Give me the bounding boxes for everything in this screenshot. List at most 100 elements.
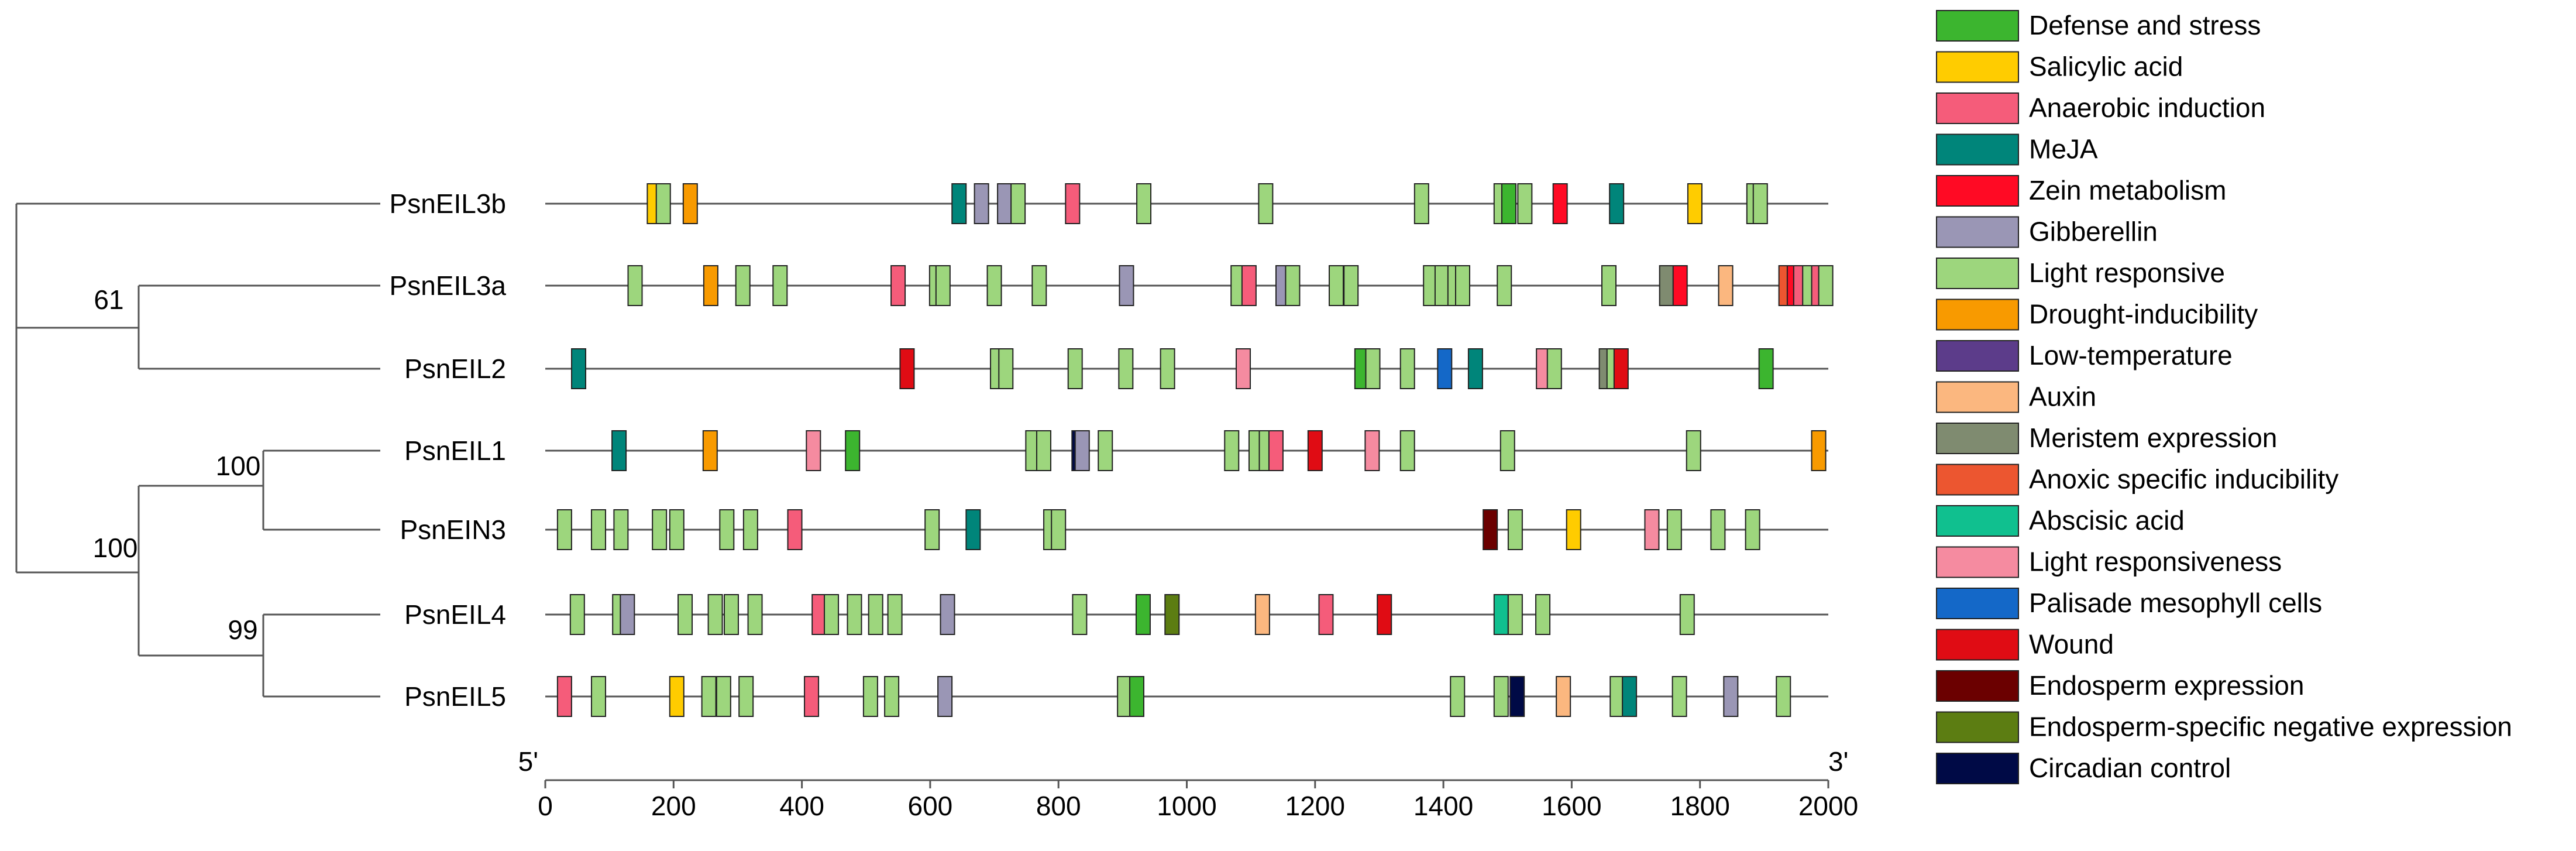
- tick-label: 2000: [1798, 791, 1858, 821]
- legend-swatch: [1936, 258, 2019, 289]
- cis-element-box: Light responsive: [1710, 509, 1726, 550]
- legend-swatch: [1936, 423, 2019, 454]
- cis-element-box: Light responsive: [701, 676, 717, 717]
- bootstrap-value: 61: [94, 284, 123, 315]
- gene-label: PsnEIL3a: [390, 270, 507, 301]
- legend-label: Circadian control: [2029, 753, 2231, 783]
- cis-element-box: Light responsiveness: [1235, 348, 1251, 389]
- cis-element-box: Gibberellin: [1074, 430, 1090, 471]
- cis-element-box: Light responsive: [1399, 430, 1415, 471]
- cis-element-box: Light responsive: [738, 676, 754, 717]
- cis-element-box: MeJA: [965, 509, 981, 550]
- cis-element-box: Light responsiveness: [1644, 509, 1660, 550]
- gene-track: PsnEIL5 Anaerobic induction Light responsi…: [404, 676, 1828, 717]
- legend-label: Anoxic specific inducibility: [2029, 464, 2338, 495]
- cis-element-box: Endosperm expression: [1483, 509, 1498, 550]
- gene-label: PsnEIL2: [404, 354, 506, 384]
- legend-swatch: [1936, 670, 2019, 702]
- legend-item: Gibberellin: [1936, 216, 2158, 248]
- gene-label: PsnEIL1: [404, 435, 506, 466]
- legend-label: Abscisic acid: [2029, 505, 2185, 536]
- cis-element-box: Light responsive: [1546, 348, 1562, 389]
- legend-item: Zein metabolism: [1936, 175, 2226, 207]
- cis-element-box: Gibberellin: [1723, 676, 1739, 717]
- cis-element-box: Light responsive: [862, 676, 878, 717]
- legend-item: Anaerobic induction: [1936, 92, 2265, 124]
- cis-element-box: Anaerobic induction: [804, 676, 820, 717]
- cis-element-box: Wound: [1377, 594, 1392, 635]
- cis-element-box: Anaerobic induction: [890, 265, 906, 306]
- cis-element-box: Light responsive: [884, 676, 900, 717]
- cis-element-box: Light responsive: [613, 509, 629, 550]
- cis-element-box: Light responsive: [1434, 265, 1450, 306]
- legend-label: Light responsiveness: [2029, 547, 2282, 577]
- gene-label: PsnEIL4: [404, 599, 506, 630]
- gene-tracks: PsnEIL3b Salicylic acid Light responsive Dr…: [390, 183, 1834, 717]
- cis-element-box: Light responsive: [998, 348, 1014, 389]
- legend-swatch: [1936, 51, 2019, 83]
- cis-element-box: Light responsive: [887, 594, 903, 635]
- cis-element-box: Light responsive: [719, 509, 735, 550]
- cis-element-box: Light responsive: [935, 265, 951, 306]
- cis-element-box: Light responsive: [1497, 265, 1512, 306]
- cis-element-box: Light responsive: [1051, 509, 1067, 550]
- cis-element-box: Light responsive: [1365, 348, 1381, 389]
- cis-element-box: Light responsive: [924, 509, 940, 550]
- legend-label: Defense and stress: [2029, 10, 2261, 40]
- cis-element-box: Light responsive: [1098, 430, 1113, 471]
- cis-element-box: Light responsive: [1517, 183, 1533, 224]
- bootstrap-value: 100: [93, 533, 138, 563]
- cis-element-box: Zein metabolism: [1672, 265, 1688, 306]
- cis-element-box: Salicylic acid: [669, 676, 685, 717]
- cis-element-box: Gibberellin: [620, 594, 635, 635]
- legend-swatch: [1936, 711, 2019, 743]
- cis-element-box: Light responsive: [1118, 348, 1134, 389]
- cis-element-box: Defense and stress: [1758, 348, 1774, 389]
- cis-element-box: Light responsive: [1450, 676, 1466, 717]
- legend-swatch: [1936, 175, 2019, 207]
- cis-element-box: Wound: [1613, 348, 1629, 389]
- gene-track: PsnEIL4Light responsiveLight responsiveG…: [404, 594, 1828, 635]
- legend-label: Salicylic acid: [2029, 52, 2183, 82]
- legend-label: Auxin: [2029, 382, 2096, 412]
- gene-track: PsnEIL3b Salicylic acid Light responsive Dr…: [390, 183, 1828, 224]
- cis-element-box: Light responsive: [591, 509, 607, 550]
- cis-element-box: Gibberellin: [937, 676, 953, 717]
- cis-element-box: Anaerobic induction: [1065, 183, 1081, 224]
- cis-element-box: Auxin: [1556, 676, 1571, 717]
- cis-element-box: Light responsive: [1818, 265, 1834, 306]
- gene-track: PsnEIL2 MeJA Wound Light responsive Light re…: [404, 348, 1828, 389]
- cis-element-box: Auxin: [1254, 594, 1270, 635]
- legend-label: Zein metabolism: [2029, 175, 2226, 205]
- tick-label: 800: [1036, 791, 1081, 821]
- legend-label: Light responsive: [2029, 258, 2225, 288]
- cis-element-box: MeJA: [1609, 183, 1625, 224]
- legend-label: Wound: [2029, 629, 2114, 660]
- bootstrap-value: 100: [216, 451, 261, 481]
- cis-element-box: Anaerobic induction: [556, 676, 572, 717]
- legend-item: Defense and stress: [1936, 10, 2261, 42]
- phylogenetic-tree: [15, 203, 380, 698]
- cis-element-box: Light responsive: [1031, 265, 1047, 306]
- legend-swatch: [1936, 92, 2019, 124]
- legend-swatch: [1936, 381, 2019, 413]
- legend-label: Meristem expression: [2029, 423, 2277, 453]
- cis-element-box: Light responsive: [707, 594, 723, 635]
- tick-label: 1800: [1670, 791, 1730, 821]
- cis-element-box: Light responsive: [986, 265, 1002, 306]
- cis-element-box: Light responsive: [772, 265, 788, 306]
- cis-element-box: Light responsive: [591, 676, 607, 717]
- cis-element-box: Defense and stress: [1129, 676, 1144, 717]
- cis-element-box: Light responsive: [1493, 676, 1509, 717]
- cis-element-box: Light responsive: [1067, 348, 1083, 389]
- cis-element-box: Anaerobic induction: [787, 509, 803, 550]
- cis-element-box: Light responsive: [1258, 183, 1274, 224]
- cis-element-box: Drought-inducibility: [1811, 430, 1827, 471]
- legend-item: Circadian control: [1936, 753, 2231, 784]
- five-prime-label: 5': [518, 746, 538, 777]
- cis-element-box: Defense and stress: [845, 430, 861, 471]
- cis-element-box: Light responsive: [1010, 183, 1026, 224]
- cis-element-box: Light responsive: [723, 594, 739, 635]
- cis-element-box: Light responsive: [677, 594, 693, 635]
- cis-element-box: Circadian control: [1509, 676, 1525, 717]
